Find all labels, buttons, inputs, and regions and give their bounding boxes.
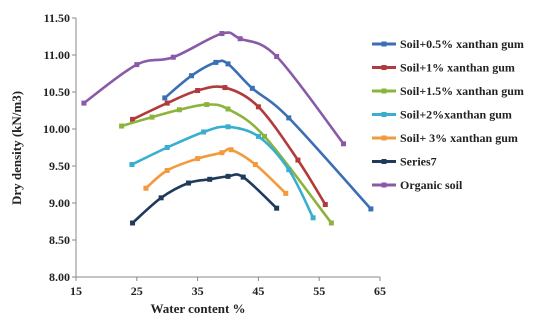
data-point xyxy=(81,100,87,106)
data-point xyxy=(341,141,347,147)
data-point xyxy=(225,106,231,112)
data-point xyxy=(130,116,136,122)
data-point xyxy=(368,206,374,212)
x-tick-label: 35 xyxy=(192,284,204,298)
y-tick-label: 10.00 xyxy=(43,122,70,136)
data-point xyxy=(164,100,170,106)
data-point xyxy=(274,205,280,211)
data-point xyxy=(274,53,280,59)
legend-marker xyxy=(381,88,387,94)
series-6 xyxy=(130,173,280,226)
y-tick-label: 8.00 xyxy=(49,270,70,284)
legend-entry: Soil+2%xanthan gum xyxy=(372,108,512,122)
data-point xyxy=(129,162,135,168)
legend-label: Soil+2%xanthan gum xyxy=(400,108,512,122)
data-point xyxy=(176,107,182,113)
data-point xyxy=(249,85,255,91)
data-point xyxy=(162,95,168,101)
legend-label: Soil+1% xanthan gum xyxy=(400,61,515,75)
data-point xyxy=(328,220,334,226)
legend-marker xyxy=(381,41,387,47)
series-3 xyxy=(119,102,334,226)
y-tick-label: 11.00 xyxy=(44,48,70,62)
x-tick-label: 65 xyxy=(374,284,386,298)
x-tick-label: 55 xyxy=(313,284,325,298)
series-5 xyxy=(143,147,289,196)
data-point xyxy=(225,61,231,67)
legend-label: Series7 xyxy=(400,155,437,169)
y-axis-label: Dry density (kN/m3) xyxy=(9,91,24,205)
data-point xyxy=(164,145,170,150)
data-point xyxy=(130,220,136,226)
data-point xyxy=(295,157,301,163)
y-tick-label: 9.50 xyxy=(49,159,70,173)
axes: 8.00 8.50 9.00 9.50 10.00 10.50 11.00 11.50 15 25… xyxy=(43,11,386,298)
data-point xyxy=(195,156,201,162)
data-point xyxy=(170,54,176,60)
data-point xyxy=(286,167,292,173)
x-tick-label: 45 xyxy=(252,284,264,298)
data-point xyxy=(207,176,213,182)
data-point xyxy=(228,147,234,153)
data-point xyxy=(286,115,292,121)
data-point xyxy=(201,129,207,135)
legend-entry: Soil+1% xanthan gum xyxy=(372,61,515,75)
y-tick-label: 9.00 xyxy=(49,196,70,210)
series-7 xyxy=(81,31,347,147)
y-tick-label: 8.50 xyxy=(49,233,70,247)
x-tick-label: 25 xyxy=(131,284,143,298)
y-tick-label: 11.50 xyxy=(44,11,70,25)
data-point xyxy=(164,167,170,173)
data-point xyxy=(219,31,225,37)
data-point xyxy=(283,190,289,196)
legend: Soil+0.5% xanthan gum Soil+1% xanthan gum… xyxy=(372,37,524,192)
data-point xyxy=(240,174,246,180)
legend-entry: Soil+ 3% xanthan gum xyxy=(372,131,518,145)
data-point xyxy=(255,133,261,139)
x-tick-label: 15 xyxy=(70,284,82,298)
legend-marker xyxy=(381,182,387,188)
legend-label: Organic soil xyxy=(400,178,463,192)
legend-marker xyxy=(381,112,387,117)
legend-marker xyxy=(381,159,387,164)
legend-label: Soil+1.5% xanthan gum xyxy=(400,84,524,98)
legend-label: Soil+0.5% xanthan gum xyxy=(400,37,524,51)
data-point xyxy=(149,114,155,120)
y-tick-label: 10.50 xyxy=(43,85,70,99)
data-point xyxy=(237,36,243,42)
legend-marker xyxy=(381,135,387,141)
data-point xyxy=(143,185,149,191)
data-point xyxy=(225,173,231,179)
data-point xyxy=(322,201,328,207)
data-point xyxy=(158,195,164,201)
data-point xyxy=(195,88,201,94)
data-point xyxy=(252,162,258,168)
data-point xyxy=(134,62,140,68)
data-point xyxy=(185,180,191,186)
series-4 xyxy=(129,124,316,221)
series-2 xyxy=(130,85,328,207)
plot-area xyxy=(81,31,374,226)
data-point xyxy=(219,150,225,156)
data-point xyxy=(119,123,125,129)
legend-entry: Soil+0.5% xanthan gum xyxy=(372,37,524,51)
data-point xyxy=(310,215,316,221)
x-axis-label: Water content % xyxy=(150,301,245,316)
data-point xyxy=(255,104,261,110)
data-point xyxy=(189,73,195,79)
legend-label: Soil+ 3% xanthan gum xyxy=(400,131,518,145)
legend-entry: Organic soil xyxy=(372,178,463,192)
data-point xyxy=(222,85,228,91)
legend-marker xyxy=(381,65,387,70)
data-point xyxy=(213,59,219,65)
legend-entry: Series7 xyxy=(372,155,437,169)
data-point xyxy=(204,102,210,108)
data-point xyxy=(225,124,231,130)
legend-entry: Soil+1.5% xanthan gum xyxy=(372,84,524,98)
data-point xyxy=(261,133,267,139)
series-1 xyxy=(162,59,374,212)
series-line xyxy=(131,85,327,206)
